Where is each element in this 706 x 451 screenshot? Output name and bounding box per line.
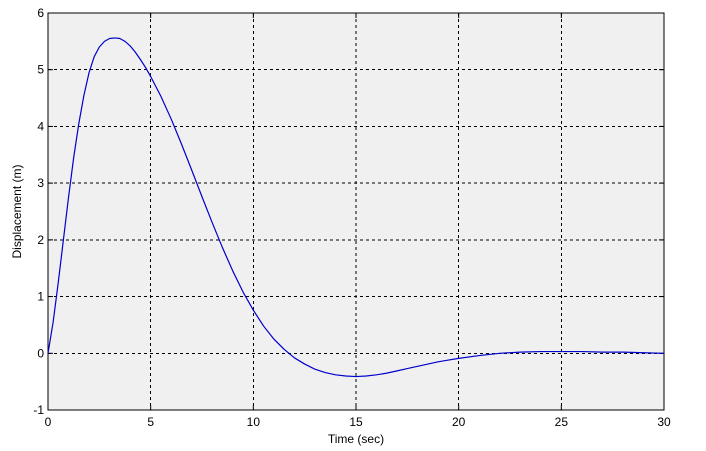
x-tick-label: 25	[555, 415, 569, 429]
y-tick-label: 4	[37, 119, 44, 133]
x-tick-label: 15	[349, 415, 363, 429]
y-tick-label: 5	[37, 63, 44, 77]
x-axis-label: Time (sec)	[328, 432, 384, 446]
x-tick-label: 10	[247, 415, 261, 429]
x-tick-label: 0	[45, 415, 52, 429]
y-tick-label: 3	[37, 176, 44, 190]
x-tick-label: 5	[147, 415, 154, 429]
y-tick-label: 1	[37, 290, 44, 304]
y-tick-label: 0	[37, 346, 44, 360]
series-line	[47, 37, 665, 378]
y-axis-label: Displacement (m)	[10, 164, 24, 258]
y-tick-label: 2	[37, 233, 44, 247]
y-tick-label: -1	[33, 403, 44, 417]
x-tick-label: 20	[452, 415, 466, 429]
grid-lines	[48, 13, 664, 410]
y-tick-label: 6	[37, 6, 44, 20]
x-tick-label: 30	[657, 415, 671, 429]
series-layer	[47, 37, 665, 378]
